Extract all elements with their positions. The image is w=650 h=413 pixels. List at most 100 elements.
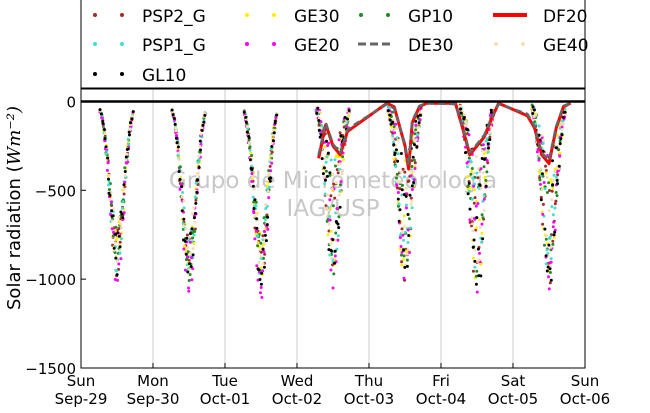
series-point bbox=[342, 158, 345, 162]
series-point bbox=[549, 278, 553, 282]
series-point bbox=[400, 188, 404, 192]
series-point bbox=[466, 184, 470, 188]
axes: 0−500−1000−1500SunSep-29MonSep-30TueOct-… bbox=[25, 88, 610, 408]
series-point bbox=[262, 250, 266, 254]
series-point bbox=[398, 187, 402, 191]
series-point bbox=[329, 194, 333, 198]
series-point bbox=[485, 159, 489, 162]
series-point bbox=[114, 225, 118, 229]
series-point bbox=[327, 229, 331, 233]
series-point bbox=[107, 183, 111, 187]
series-point bbox=[189, 251, 193, 255]
series-point bbox=[108, 193, 112, 197]
series-point bbox=[388, 113, 392, 117]
series-point bbox=[338, 183, 342, 187]
series-point bbox=[247, 138, 251, 142]
series-point bbox=[401, 231, 405, 234]
series-point bbox=[325, 206, 328, 210]
series-point bbox=[176, 145, 180, 149]
series-point bbox=[472, 188, 476, 192]
series-point bbox=[198, 144, 202, 148]
series-point bbox=[266, 215, 270, 219]
series-point bbox=[196, 178, 200, 182]
series-point bbox=[185, 233, 189, 237]
series-point bbox=[482, 165, 486, 169]
series-point bbox=[326, 208, 330, 212]
series-point bbox=[473, 259, 477, 263]
series-point bbox=[186, 245, 190, 249]
series-point bbox=[410, 159, 414, 163]
series-point bbox=[333, 254, 337, 258]
series-point bbox=[470, 220, 474, 224]
series-point bbox=[261, 262, 265, 266]
series-point bbox=[481, 237, 485, 241]
series-point bbox=[196, 171, 200, 175]
series-point bbox=[483, 182, 487, 185]
series-point bbox=[471, 229, 475, 233]
series-point bbox=[251, 184, 255, 188]
series-point bbox=[478, 251, 481, 255]
series-point bbox=[253, 215, 257, 219]
series-point bbox=[543, 243, 546, 247]
series-point bbox=[467, 156, 471, 160]
series-point bbox=[316, 106, 320, 110]
series-point bbox=[315, 111, 319, 115]
series-point bbox=[408, 193, 412, 197]
series-point bbox=[179, 182, 183, 186]
series-point bbox=[193, 230, 197, 233]
series-point bbox=[468, 186, 472, 190]
series-point bbox=[177, 151, 181, 155]
series-point bbox=[408, 169, 412, 173]
series-point bbox=[403, 170, 407, 174]
series-point bbox=[484, 149, 488, 153]
series-point bbox=[177, 170, 181, 173]
series-point bbox=[399, 170, 403, 174]
series-point bbox=[324, 178, 327, 182]
x-tick-label-day: Thu bbox=[354, 372, 383, 390]
series-point bbox=[170, 108, 174, 112]
series-point bbox=[263, 233, 267, 237]
series-point bbox=[486, 150, 490, 154]
series-point bbox=[188, 235, 192, 239]
series-point bbox=[547, 243, 551, 247]
series-point bbox=[190, 278, 194, 282]
series-point bbox=[470, 216, 473, 220]
series-point bbox=[127, 142, 131, 146]
series-point bbox=[270, 161, 274, 165]
series-point bbox=[121, 200, 125, 204]
series-point bbox=[254, 232, 258, 236]
series-point bbox=[260, 271, 264, 275]
series-point bbox=[559, 137, 563, 141]
series-point bbox=[485, 137, 489, 141]
series-point bbox=[122, 192, 126, 196]
series-point bbox=[324, 204, 328, 208]
series-point bbox=[416, 133, 420, 137]
series-point bbox=[256, 244, 260, 248]
series-point bbox=[253, 237, 257, 241]
watermark-line-1: IAG/USP bbox=[287, 196, 380, 222]
series-point bbox=[406, 228, 410, 232]
series-point bbox=[481, 143, 485, 147]
series-point bbox=[245, 125, 249, 128]
series-point bbox=[200, 126, 204, 130]
series-point bbox=[402, 276, 406, 280]
series-point bbox=[539, 195, 543, 199]
series-point bbox=[485, 170, 489, 174]
series-point bbox=[553, 206, 557, 210]
series-point bbox=[472, 238, 476, 242]
series-point bbox=[120, 206, 124, 210]
series-point bbox=[271, 139, 275, 143]
series-point bbox=[187, 289, 191, 293]
series-point bbox=[266, 189, 270, 193]
series-point bbox=[480, 213, 484, 217]
series-point bbox=[192, 206, 196, 210]
series-point bbox=[191, 247, 195, 251]
series-point bbox=[558, 139, 562, 143]
series-point bbox=[555, 194, 559, 198]
series-point bbox=[403, 265, 407, 269]
y-tick-label: 0 bbox=[66, 93, 76, 111]
series-point bbox=[259, 291, 262, 295]
series-point bbox=[540, 172, 544, 176]
series-point bbox=[122, 183, 126, 187]
series-point bbox=[255, 212, 259, 216]
